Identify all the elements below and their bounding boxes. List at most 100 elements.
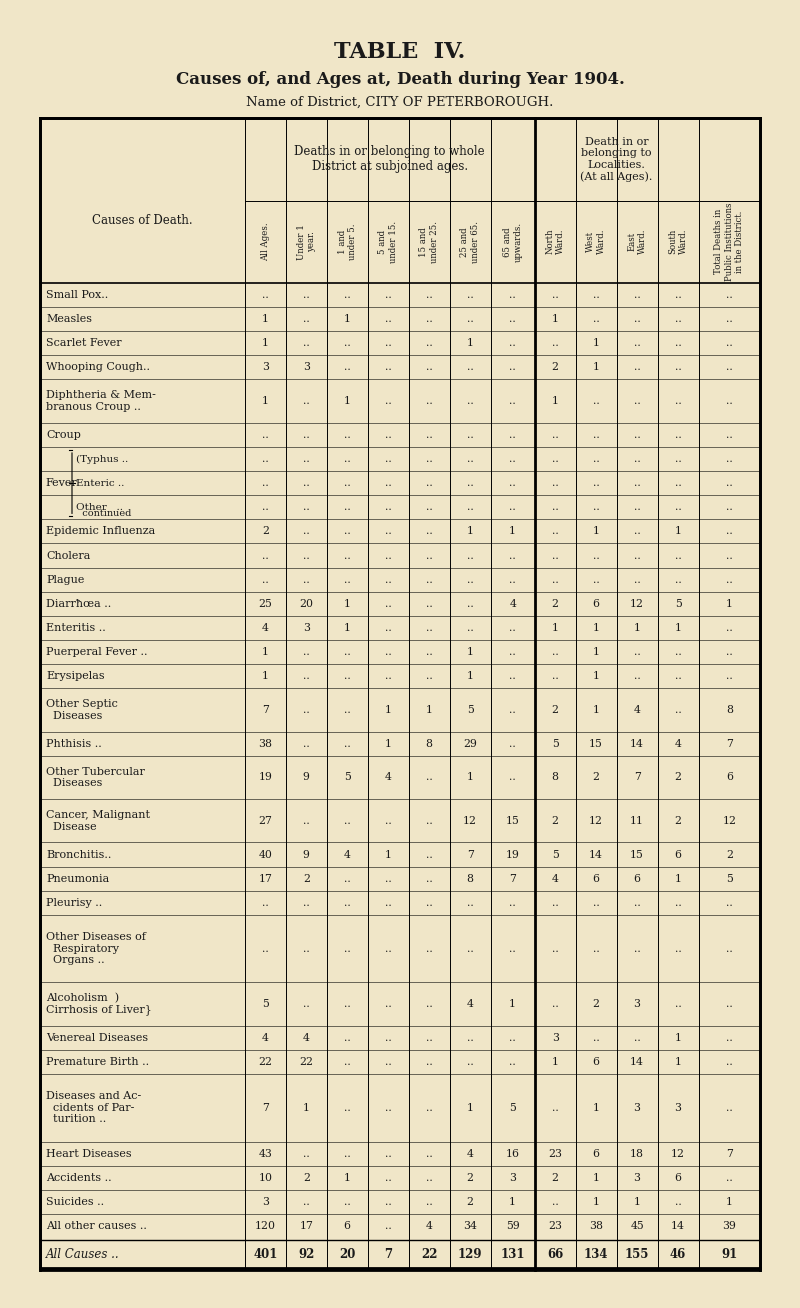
Text: ..: ..	[552, 430, 558, 439]
Text: ..: ..	[510, 454, 516, 464]
Text: 4: 4	[510, 599, 516, 608]
Text: 38: 38	[589, 1220, 603, 1231]
Text: ..: ..	[593, 1033, 599, 1042]
Text: ..: ..	[303, 396, 310, 407]
Text: Heart Diseases: Heart Diseases	[46, 1148, 132, 1159]
Text: Deaths in or belonging to whole
District at subjoined ages.: Deaths in or belonging to whole District…	[294, 145, 485, 173]
Text: 1: 1	[726, 599, 733, 608]
Text: 4: 4	[385, 773, 392, 782]
Text: 6: 6	[674, 1173, 682, 1182]
Text: 1: 1	[593, 1173, 600, 1182]
Text: ..: ..	[726, 623, 733, 633]
Text: 1: 1	[344, 396, 350, 407]
Text: 6: 6	[593, 1057, 600, 1067]
Text: ..: ..	[426, 1103, 433, 1113]
Text: 4: 4	[262, 623, 269, 633]
Text: 7: 7	[510, 874, 516, 884]
Text: 1: 1	[634, 623, 641, 633]
Text: 43: 43	[258, 1148, 272, 1159]
Text: 1: 1	[593, 705, 600, 715]
Text: ..: ..	[466, 314, 474, 324]
Text: ..: ..	[634, 479, 641, 488]
Text: ..: ..	[510, 574, 516, 585]
Text: ..: ..	[552, 454, 558, 464]
Text: ..: ..	[385, 502, 391, 513]
Text: 6: 6	[344, 1220, 350, 1231]
Text: Other   ..: Other ..	[76, 502, 123, 511]
Text: ..: ..	[344, 526, 350, 536]
Text: ..: ..	[674, 943, 682, 954]
Text: 7: 7	[466, 850, 474, 859]
Text: ..: ..	[344, 671, 350, 681]
Text: Diarrħœa ..: Diarrħœa ..	[46, 599, 111, 608]
Text: ..: ..	[674, 454, 682, 464]
Text: ..: ..	[426, 1173, 433, 1182]
Text: ..: ..	[344, 897, 350, 908]
Text: ..: ..	[593, 897, 599, 908]
Text: Croup: Croup	[46, 430, 81, 439]
Text: 2: 2	[302, 1173, 310, 1182]
Text: ..: ..	[510, 339, 516, 348]
Text: ..: ..	[634, 454, 641, 464]
Text: ..: ..	[466, 454, 474, 464]
Text: 5: 5	[726, 874, 733, 884]
Text: Cancer, Malignant
  Disease: Cancer, Malignant Disease	[46, 810, 150, 832]
Text: 16: 16	[506, 1148, 520, 1159]
Text: 23: 23	[548, 1148, 562, 1159]
Text: Phthisis ..: Phthisis ..	[46, 739, 102, 748]
Text: 19: 19	[506, 850, 519, 859]
Text: 1: 1	[344, 599, 350, 608]
Text: ..: ..	[262, 479, 269, 488]
Text: ..: ..	[510, 314, 516, 324]
Text: ..: ..	[385, 599, 391, 608]
Text: ..: ..	[593, 396, 599, 407]
Text: 3: 3	[634, 999, 641, 1008]
Text: 1: 1	[674, 874, 682, 884]
Text: Other Tubercular
  Diseases: Other Tubercular Diseases	[46, 766, 145, 789]
Text: ..: ..	[634, 290, 641, 300]
Text: 5: 5	[344, 773, 350, 782]
Text: ..: ..	[726, 1103, 733, 1113]
Text: ..: ..	[726, 314, 733, 324]
Text: 3: 3	[552, 1033, 558, 1042]
Text: ..: ..	[426, 362, 433, 373]
Text: 1: 1	[385, 850, 392, 859]
Text: 9: 9	[303, 773, 310, 782]
Text: ..: ..	[726, 502, 733, 513]
Text: 8: 8	[466, 874, 474, 884]
Text: ..: ..	[385, 574, 391, 585]
Text: ..: ..	[385, 526, 391, 536]
Text: ..: ..	[385, 647, 391, 657]
Text: ..: ..	[303, 671, 310, 681]
Text: ..: ..	[344, 1148, 350, 1159]
Text: ..: ..	[385, 339, 391, 348]
Text: 25 and
under 65.: 25 and under 65.	[461, 221, 480, 263]
Text: Measles: Measles	[46, 314, 92, 324]
Text: ..: ..	[426, 1033, 433, 1042]
Text: 131: 131	[500, 1248, 525, 1261]
Text: ..: ..	[634, 396, 641, 407]
Text: ..: ..	[466, 599, 474, 608]
Text: 3: 3	[302, 623, 310, 633]
Text: ..: ..	[510, 897, 516, 908]
Text: 1: 1	[509, 1197, 516, 1207]
Text: 2: 2	[674, 773, 682, 782]
Text: ..: ..	[674, 897, 682, 908]
Text: ..: ..	[426, 526, 433, 536]
Text: ..: ..	[344, 874, 350, 884]
Text: 4: 4	[674, 739, 682, 748]
Text: 12: 12	[722, 816, 736, 825]
Text: ..: ..	[262, 897, 269, 908]
Text: ..: ..	[593, 290, 599, 300]
Text: ..: ..	[552, 574, 558, 585]
Text: ..: ..	[466, 362, 474, 373]
Text: 1: 1	[509, 999, 516, 1008]
Text: 2: 2	[552, 362, 558, 373]
Text: ..: ..	[510, 623, 516, 633]
Text: Enteric ..: Enteric ..	[76, 479, 124, 488]
Text: 22: 22	[258, 1057, 272, 1067]
Text: ..: ..	[426, 574, 433, 585]
Text: ..: ..	[426, 816, 433, 825]
Text: ..: ..	[552, 479, 558, 488]
Text: 4: 4	[466, 1148, 474, 1159]
